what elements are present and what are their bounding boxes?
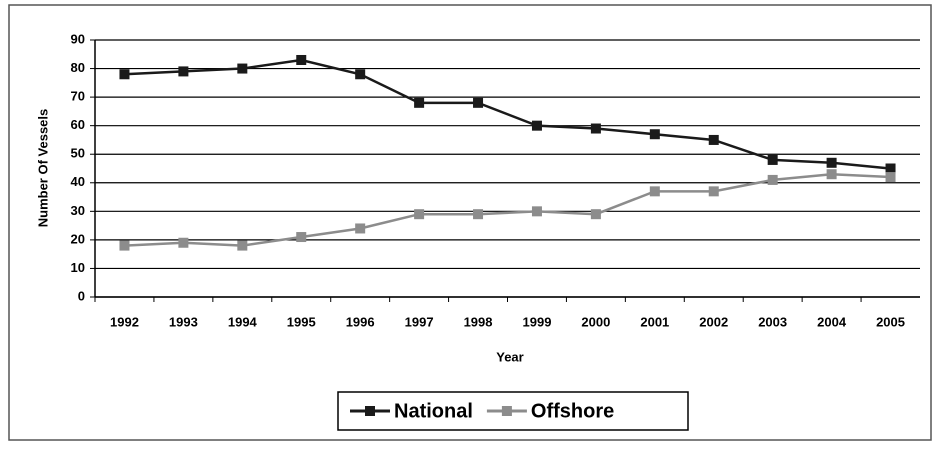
x-tick-label: 2005 xyxy=(876,314,905,329)
point-marker xyxy=(237,240,248,251)
point-marker xyxy=(355,223,366,234)
x-tick-label: 1994 xyxy=(228,314,258,329)
y-tick-label: 40 xyxy=(71,174,85,189)
x-tick-label: 1996 xyxy=(346,314,375,329)
x-tick-label: 2001 xyxy=(640,314,669,329)
point-marker xyxy=(885,172,896,183)
y-tick-label: 90 xyxy=(71,31,85,46)
x-axis-title: Year xyxy=(496,349,523,364)
x-tick-label: 1993 xyxy=(169,314,198,329)
x-tick-label: 2000 xyxy=(581,314,610,329)
point-marker xyxy=(649,129,660,140)
point-marker xyxy=(531,206,542,217)
series-line xyxy=(124,58,891,170)
x-tick-label: 1999 xyxy=(523,314,552,329)
point-marker xyxy=(767,174,778,185)
legend-label: National xyxy=(394,400,473,422)
y-tick-label: 80 xyxy=(71,60,85,75)
x-tick-label: 2003 xyxy=(758,314,787,329)
point-marker xyxy=(355,69,366,80)
y-tick-label: 50 xyxy=(71,146,85,161)
x-tick-label: 1995 xyxy=(287,314,316,329)
point-marker xyxy=(296,54,307,65)
point-marker xyxy=(237,63,248,74)
y-tick-label: 20 xyxy=(71,231,85,246)
y-tick-label: 60 xyxy=(71,117,85,132)
series-line xyxy=(124,172,891,247)
point-marker xyxy=(473,97,484,108)
x-tick-label: 1998 xyxy=(464,314,493,329)
chart-border xyxy=(8,4,932,441)
point-marker xyxy=(649,186,660,197)
legend-marker xyxy=(365,406,375,416)
y-axis-title: Number Of Vessels xyxy=(35,109,50,228)
point-marker xyxy=(473,209,484,220)
point-marker xyxy=(826,157,837,168)
point-marker xyxy=(178,66,189,77)
point-marker xyxy=(296,232,307,243)
point-marker xyxy=(531,120,542,131)
y-tick-label: 30 xyxy=(71,203,85,218)
point-marker xyxy=(708,186,719,197)
point-marker xyxy=(119,240,130,251)
point-marker xyxy=(826,169,837,180)
legend-marker xyxy=(501,406,512,416)
point-marker xyxy=(590,209,601,220)
y-tick-label: 10 xyxy=(71,260,85,275)
x-tick-label: 1992 xyxy=(110,314,139,329)
point-marker xyxy=(708,134,719,145)
legend-label: Offshore xyxy=(531,400,614,422)
point-marker xyxy=(885,163,896,174)
x-tick-label: 2004 xyxy=(817,314,847,329)
y-tick-label: 70 xyxy=(71,89,85,104)
point-marker xyxy=(590,123,601,134)
point-marker xyxy=(119,69,130,80)
point-marker xyxy=(414,209,425,220)
x-tick-label: 2002 xyxy=(699,314,728,329)
point-marker xyxy=(414,97,425,108)
x-tick-label: 1997 xyxy=(405,314,434,329)
y-tick-label: 0 xyxy=(78,288,85,303)
point-marker xyxy=(767,154,778,165)
point-marker xyxy=(178,237,189,248)
